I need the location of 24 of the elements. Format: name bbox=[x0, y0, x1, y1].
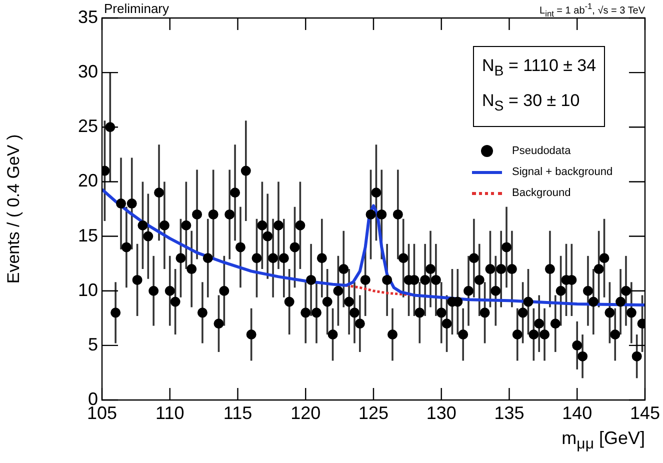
legend-label: Pseudodata bbox=[512, 144, 571, 156]
x-tick-label: 120 bbox=[290, 402, 321, 423]
legend-label: Signal + background bbox=[512, 166, 613, 178]
x-tick-label: 130 bbox=[426, 402, 456, 423]
y-tick-label: 30 bbox=[78, 62, 98, 82]
x-tick-label: 115 bbox=[223, 402, 252, 423]
x-axis-title: m$_{μμ}$ [GeV] bbox=[562, 428, 645, 453]
x-tick-label: 135 bbox=[494, 402, 524, 423]
annotation: N$_{S}$ = 30 ± 10 bbox=[482, 90, 581, 117]
y-axis-title: Events / ( 0.4 GeV ) bbox=[4, 134, 23, 284]
x-tick-label: 110 bbox=[156, 402, 184, 423]
x-tick-label: 140 bbox=[562, 402, 592, 423]
annotation: N$_{B}$ = 1110 ± 34 bbox=[482, 55, 596, 82]
text: Preliminary bbox=[104, 1, 170, 16]
x-tick-label: 145 bbox=[630, 402, 660, 423]
y-tick-label: 25 bbox=[78, 116, 98, 136]
y-tick-label: 5 bbox=[88, 334, 98, 354]
y-tick-label: 20 bbox=[78, 170, 98, 191]
y-tick-label: 35 bbox=[78, 6, 98, 27]
annotation: L$_{int}$ = 1 ab$^{-1}$, √s = 3 TeV bbox=[540, 1, 645, 18]
x-tick-label: 125 bbox=[358, 402, 389, 423]
y-tick-label: 15 bbox=[78, 225, 98, 246]
y-tick-label: 10 bbox=[78, 280, 98, 300]
legend-label: Background bbox=[512, 186, 571, 198]
